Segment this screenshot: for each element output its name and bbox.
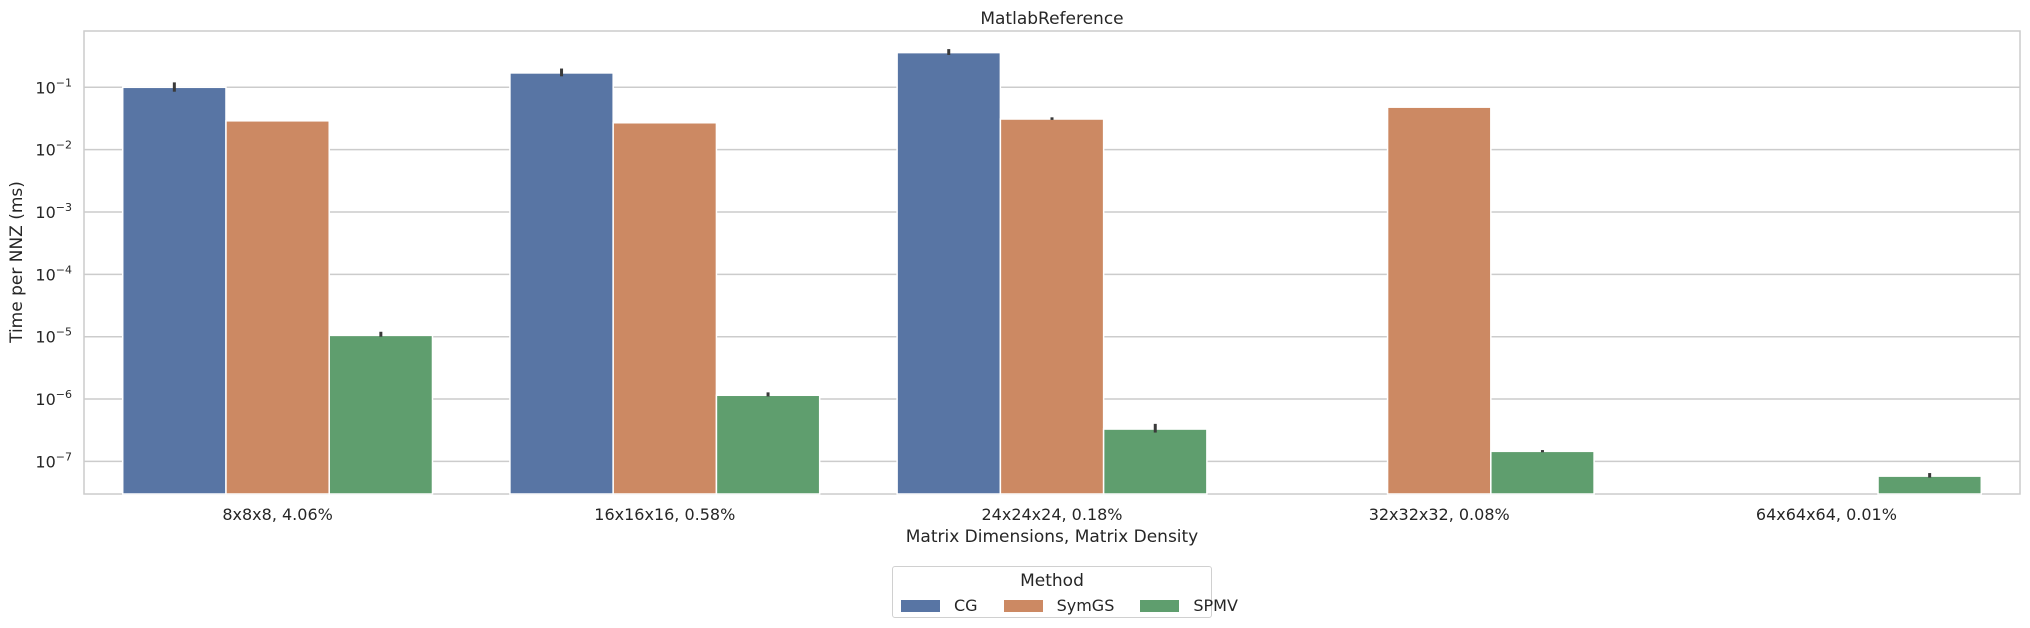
bar-spmv <box>1102 428 1208 495</box>
x-tick-label: 64x64x64, 0.01% <box>1756 505 1897 524</box>
x-tick-label: 16x16x16, 0.58% <box>594 505 735 524</box>
x-axis-label: Matrix Dimensions, Matrix Density <box>906 527 1199 547</box>
bars <box>121 51 1983 495</box>
legend-label-spmv: SPMV <box>1193 596 1238 615</box>
y-tick-label: 10−3 <box>35 201 72 222</box>
y-tick-labels: 10−7 10−6 10−5 10−4 10−3 10−2 10−1 <box>35 76 72 471</box>
bar-cg <box>896 51 1002 495</box>
bar-symgs <box>225 120 330 495</box>
legend: Method CG SymGS SPMV <box>892 566 1238 618</box>
legend-swatch-spmv <box>1140 599 1180 612</box>
error-bars <box>172 49 1932 478</box>
bar-spmv <box>1490 450 1595 495</box>
legend-label-cg: CG <box>954 596 978 615</box>
y-tick-label: 10−7 <box>35 450 72 471</box>
y-tick-label: 10−4 <box>35 263 72 284</box>
y-tick-label: 10−6 <box>35 388 72 409</box>
y-tick-label: 10−5 <box>35 326 72 347</box>
y-tick-label: 10−2 <box>35 139 72 160</box>
bar-spmv <box>328 334 434 495</box>
y-axis-label: Time per NNZ (ms) <box>7 181 27 344</box>
bar-symgs <box>612 122 718 495</box>
chart-title: MatlabReference <box>980 9 1123 29</box>
y-tick-label: 10−1 <box>35 76 72 97</box>
x-tick-label: 24x24x24, 0.18% <box>981 505 1122 524</box>
legend-swatch-cg <box>901 599 940 612</box>
bar-spmv <box>1877 475 1983 495</box>
x-tick-label: 32x32x32, 0.08% <box>1369 505 1510 524</box>
legend-label-symgs: SymGS <box>1056 596 1115 615</box>
bar-cg <box>509 72 614 495</box>
legend-item-symgs: SymGS <box>1003 596 1115 615</box>
bar-cg <box>121 86 227 495</box>
bar-symgs <box>1386 106 1492 495</box>
legend-item-spmv: SPMV <box>1140 596 1238 615</box>
bar-spmv <box>715 394 821 495</box>
bar-symgs <box>999 118 1105 495</box>
legend-title: Method <box>1020 571 1084 591</box>
legend-items: CG SymGS SPMV <box>901 596 1238 615</box>
x-tick-label: 8x8x8, 4.06% <box>222 505 332 524</box>
legend-item-cg: CG <box>901 596 978 615</box>
legend-swatch-symgs <box>1003 599 1043 612</box>
x-tick-labels: 8x8x8, 4.06% 16x16x16, 0.58% 24x24x24, 0.1… <box>222 505 1897 524</box>
